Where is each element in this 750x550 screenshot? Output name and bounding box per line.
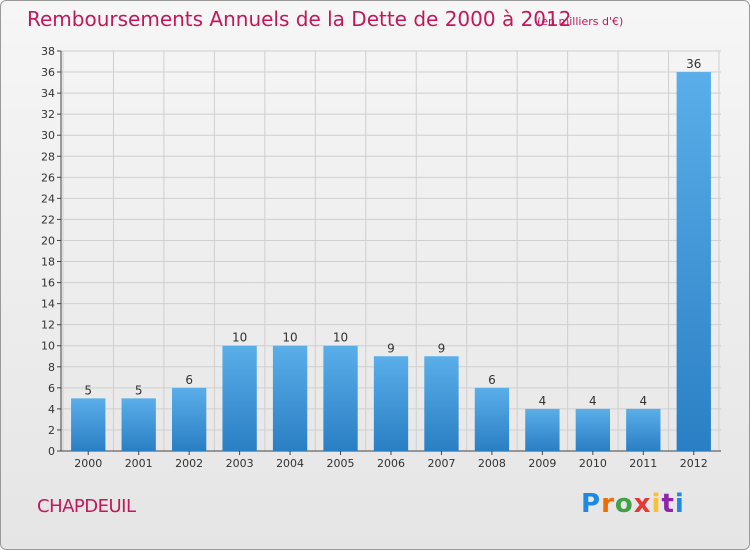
bar-2003 [222, 345, 257, 451]
chart-title: Remboursements Annuels de la Dette de 20… [27, 7, 572, 31]
data-label-2012: 36 [686, 57, 701, 71]
data-label-2004: 10 [282, 331, 297, 345]
x-tick-label: 2003 [226, 457, 254, 470]
y-tick-label: 10 [41, 340, 55, 353]
x-tick-label: 2002 [175, 457, 203, 470]
x-tick-label: 2004 [276, 457, 304, 470]
y-tick-label: 34 [41, 87, 55, 100]
data-label-2000: 5 [84, 383, 92, 397]
y-tick-label: 20 [41, 234, 55, 247]
data-label-2010: 4 [589, 394, 597, 408]
y-tick-label: 28 [41, 150, 55, 163]
data-label-2009: 4 [539, 394, 547, 408]
x-tick-label: 2012 [680, 457, 708, 470]
bar-2000 [71, 398, 106, 451]
bar-2004 [272, 345, 308, 451]
y-tick-label: 30 [41, 129, 55, 142]
data-label-2011: 4 [639, 394, 647, 408]
data-label-2006: 9 [387, 341, 395, 355]
y-tick-label: 8 [48, 361, 55, 374]
x-tick-label: 2005 [327, 457, 355, 470]
x-tick-label: 2000 [74, 457, 102, 470]
y-tick-label: 36 [41, 66, 55, 79]
x-tick-label: 2008 [478, 457, 506, 470]
data-labels: 5 5 6 10 10 10 9 9 6 4 4 4 36 [84, 57, 701, 408]
x-tick-label: 2007 [427, 457, 455, 470]
bar-2008 [474, 387, 510, 451]
chart-subtitle: (en milliers d'€) [537, 15, 624, 28]
data-label-2007: 9 [438, 341, 446, 355]
x-tick-labels: 2000 2001 2002 2003 2004 2005 2006 2007 2008 2009… [74, 457, 708, 470]
y-tick-label: 32 [41, 108, 55, 121]
bar-2002 [171, 387, 207, 451]
x-tick-label: 2009 [528, 457, 556, 470]
y-tick-label: 14 [41, 298, 55, 311]
bar-2012 [676, 72, 711, 451]
y-tick-label: 4 [48, 403, 55, 416]
bar-2011 [626, 408, 661, 451]
bar-2010 [575, 408, 611, 451]
proxiti-logo: Proxiti [581, 489, 685, 519]
y-tick-label: 6 [48, 382, 55, 395]
bar-2006 [373, 356, 409, 451]
y-tick-label: 38 [41, 45, 55, 58]
bar-2007 [424, 356, 459, 451]
y-tick-label: 22 [41, 213, 55, 226]
data-label-2001: 5 [135, 383, 143, 397]
x-tick-label: 2001 [125, 457, 153, 470]
bar-2005 [323, 345, 358, 451]
y-tick-label: 0 [48, 445, 55, 458]
x-tick-label: 2011 [629, 457, 657, 470]
y-tick-label: 18 [41, 256, 55, 269]
y-tick-label: 24 [41, 192, 55, 205]
data-label-2002: 6 [185, 373, 193, 387]
y-tick-label: 12 [41, 319, 55, 332]
bar-2009 [525, 408, 560, 451]
x-tick-label: 2010 [579, 457, 607, 470]
city-name: CHAPDEUIL [37, 496, 136, 517]
data-label-2003: 10 [232, 331, 247, 345]
data-label-2005: 10 [333, 331, 348, 345]
bar-2001 [121, 398, 156, 451]
data-label-2008: 6 [488, 373, 496, 387]
x-tick-label: 2006 [377, 457, 405, 470]
y-tick-label: 16 [41, 277, 55, 290]
bars [71, 72, 711, 451]
y-tick-label: 2 [48, 424, 55, 437]
y-tick-label: 26 [41, 171, 55, 184]
